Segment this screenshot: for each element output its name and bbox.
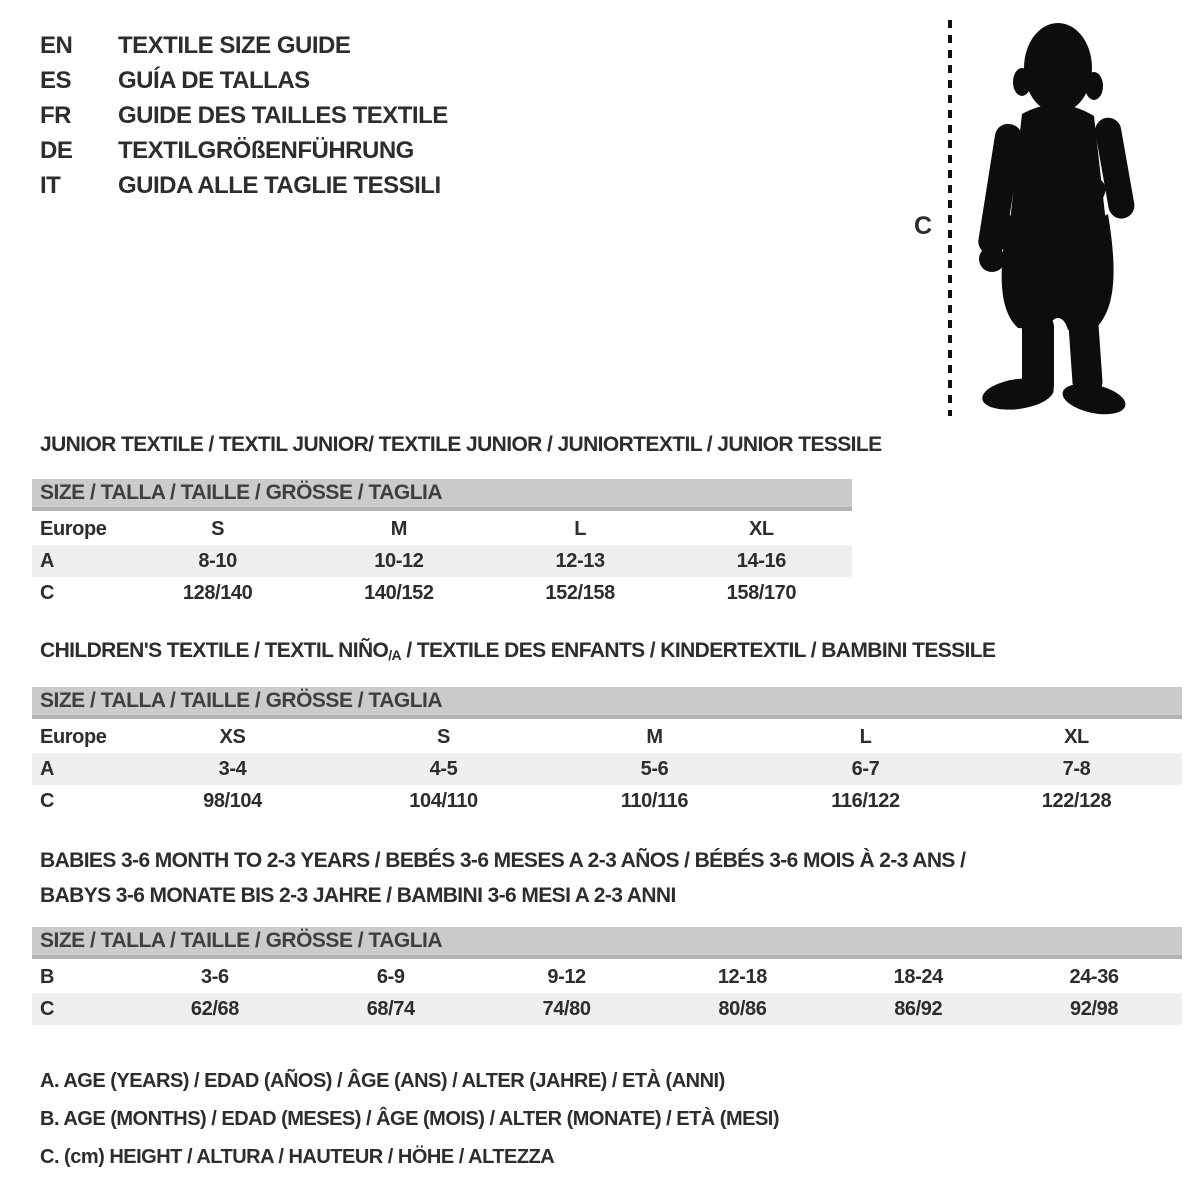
row-label: C (32, 993, 127, 1025)
row-label: C (40, 790, 55, 812)
height-cell: 104/110 (409, 790, 478, 812)
row-label: A (32, 545, 127, 577)
language-code: EN (40, 32, 73, 59)
list-item: DE TEXTILGRÖßENFÜHRUNG (40, 133, 448, 168)
row-label: Europe (40, 726, 107, 748)
legend-line-age-months: B. AGE (MONTHS) / EDAD (MESES) / ÂGE (MO… (40, 1108, 780, 1130)
children-title-subscript: /A (388, 647, 402, 663)
months-cell: 18-24 (893, 966, 944, 988)
guide-title: TEXTILE SIZE GUIDE (118, 32, 351, 59)
age-cell: 3-4 (127, 753, 338, 785)
children-section-title: CHILDREN'S TEXTILE / TEXTIL NIÑO/A / TEX… (40, 639, 996, 663)
junior-section-title: JUNIOR TEXTILE / TEXTIL JUNIOR/ TEXTILE … (40, 433, 882, 456)
size-cell: XL (1064, 726, 1089, 748)
height-cell: 92/98 (1006, 993, 1182, 1025)
legend-line-age-years: A. AGE (YEARS) / EDAD (AÑOS) / ÂGE (ANS)… (40, 1070, 725, 1092)
size-cell: M (646, 726, 663, 748)
babies-title-line2: BABYS 3-6 MONATE BIS 2-3 JAHRE / BAMBINI… (40, 884, 676, 907)
language-code: IT (40, 172, 61, 199)
height-cell: 110/116 (620, 790, 689, 812)
measure-legend: A. AGE (YEARS) / EDAD (AÑOS) / ÂGE (ANS)… (40, 1062, 780, 1176)
list-item: FR GUIDE DES TAILLES TEXTILE (40, 98, 448, 133)
toddler-silhouette (978, 23, 1135, 415)
height-cell: 140/152 (364, 582, 434, 604)
children-title-part: CHILDREN'S TEXTILE / TEXTIL NIÑO (40, 639, 389, 662)
size-table-header: SIZE / TALLA / TAILLE / GRÖSSE / TAGLIA (32, 479, 852, 511)
size-cell: L (574, 518, 587, 540)
list-item: EN TEXTILE SIZE GUIDE (40, 28, 448, 63)
row-label: B (40, 966, 55, 988)
months-cell: 24-36 (1069, 966, 1119, 988)
row-label: A (32, 753, 127, 785)
size-cell: XS (219, 726, 246, 748)
height-cell: 86/92 (830, 993, 1007, 1025)
height-cell: 80/86 (654, 993, 831, 1025)
language-title-list: EN TEXTILE SIZE GUIDE ES GUÍA DE TALLAS … (40, 28, 448, 203)
age-cell: 8-10 (127, 545, 309, 577)
babies-section-title: BABIES 3-6 MONTH TO 2-3 YEARS / BEBÉS 3-… (40, 843, 966, 913)
age-cell: 10-12 (308, 545, 490, 577)
height-cell: 152/158 (545, 582, 615, 604)
height-cell: 128/140 (182, 582, 253, 604)
age-cell: 6-7 (760, 753, 971, 785)
height-cell: 68/74 (302, 993, 479, 1025)
age-cell: 12-13 (489, 545, 671, 577)
legend-line-height-cm: C. (cm) HEIGHT / ALTURA / HAUTEUR / HÖHE… (40, 1146, 555, 1168)
guide-title: TEXTILGRÖßENFÜHRUNG (118, 137, 414, 164)
age-cell: 4-5 (338, 753, 549, 785)
row-label: Europe (40, 518, 107, 540)
size-cell: S (437, 726, 450, 748)
height-cell: 158/170 (726, 582, 797, 604)
guide-title: GUÍA DE TALLAS (118, 67, 310, 94)
language-code: DE (40, 137, 73, 164)
age-cell: 14-16 (670, 545, 852, 577)
language-code: ES (40, 67, 72, 94)
age-cell: 5-6 (549, 753, 760, 785)
guide-title: GUIDE DES TAILLES TEXTILE (118, 102, 448, 129)
height-cell: 62/68 (127, 993, 303, 1025)
size-cell: XL (748, 518, 774, 540)
guide-title: GUIDA ALLE TAGLIE TESSILI (118, 172, 441, 199)
months-cell: 6-9 (376, 966, 405, 988)
list-item: IT GUIDA ALLE TAGLIE TESSILI (40, 168, 448, 203)
babies-size-table: SIZE / TALLA / TAILLE / GRÖSSE / TAGLIA … (32, 927, 1182, 1025)
height-cell: 122/128 (1041, 790, 1112, 812)
months-cell: 12-18 (717, 966, 768, 988)
height-cell: 74/80 (478, 993, 655, 1025)
language-code: FR (40, 102, 72, 129)
size-cell: S (211, 518, 225, 540)
children-title-part: / TEXTILE DES ENFANTS / KINDERTEXTIL / B… (401, 639, 996, 662)
size-table-header: SIZE / TALLA / TAILLE / GRÖSSE / TAGLIA (32, 687, 1182, 719)
babies-title-line1: BABIES 3-6 MONTH TO 2-3 YEARS / BEBÉS 3-… (40, 849, 966, 872)
months-cell: 3-6 (201, 966, 229, 988)
height-cell: 98/104 (203, 790, 262, 812)
toddler-silhouette-figure (948, 20, 1135, 416)
size-cell: M (390, 518, 408, 540)
height-measure-label: C (914, 212, 932, 240)
junior-size-table: SIZE / TALLA / TAILLE / GRÖSSE / TAGLIA … (32, 479, 852, 609)
size-table-header: SIZE / TALLA / TAILLE / GRÖSSE / TAGLIA (32, 927, 1182, 959)
months-cell: 9-12 (547, 966, 586, 988)
age-cell: 7-8 (971, 753, 1182, 785)
size-cell: L (859, 726, 872, 748)
list-item: ES GUÍA DE TALLAS (40, 63, 448, 98)
children-size-table: SIZE / TALLA / TAILLE / GRÖSSE / TAGLIA … (32, 687, 1182, 817)
row-label: C (40, 582, 55, 604)
height-cell: 116/122 (831, 790, 900, 812)
